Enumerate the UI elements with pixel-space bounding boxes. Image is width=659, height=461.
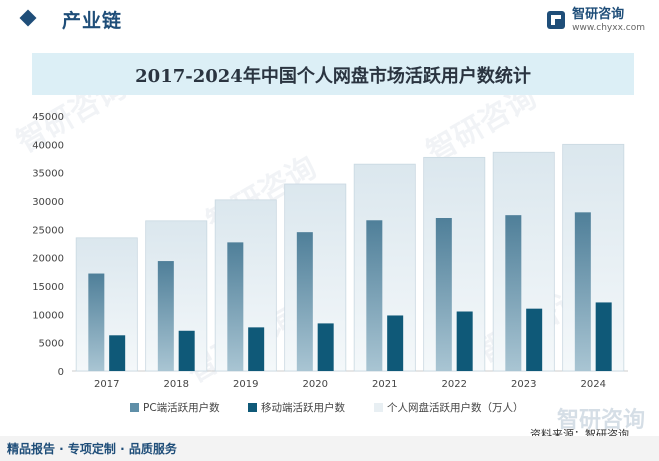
- bar-mobile: [248, 327, 265, 371]
- footer-tagline: 精品报告 · 专项定制 · 品质服务: [7, 442, 177, 456]
- y-tick-label: 30000: [32, 197, 64, 208]
- bar-pc: [157, 261, 174, 371]
- brand-url[interactable]: www.chyxx.com: [572, 23, 645, 33]
- bar-pc: [88, 273, 105, 371]
- section-title: 产业链: [62, 10, 123, 32]
- x-tick-label: 2021: [372, 379, 397, 390]
- brand[interactable]: 智研咨询 www.chyxx.com: [547, 7, 645, 35]
- legend-label: 个人网盘活跃用户数（万人）: [387, 401, 524, 414]
- diamond-icon: [19, 9, 37, 27]
- bar-total: [562, 143, 625, 372]
- x-tick-label: 2019: [233, 379, 258, 390]
- bar-total: [423, 156, 486, 372]
- bar-pc: [435, 218, 452, 371]
- bar-total: [214, 199, 277, 372]
- x-tick-label: 2018: [164, 379, 189, 390]
- brand-logo-icon: [547, 11, 566, 29]
- y-tick-label: 5000: [39, 339, 64, 350]
- y-tick-label: 15000: [32, 282, 64, 293]
- legend-swatch: [130, 403, 139, 412]
- bar-pc: [296, 232, 313, 371]
- y-tick-label: 10000: [32, 310, 64, 321]
- header: 产业链 智研咨询 www.chyxx.com: [0, 0, 659, 44]
- bar-mobile: [526, 308, 543, 371]
- x-tick-label: 2022: [442, 379, 467, 390]
- x-tick-label: 2023: [511, 379, 536, 390]
- y-tick-label: 45000: [32, 112, 64, 123]
- bar-mobile: [595, 302, 612, 371]
- bar-total: [75, 237, 138, 372]
- bar-mobile: [387, 315, 404, 371]
- brand-name: 智研咨询: [572, 7, 625, 22]
- legend-label: PC端活跃用户数: [143, 401, 220, 414]
- bar-total: [353, 163, 416, 372]
- bar-pc: [505, 215, 522, 371]
- bar-pc: [574, 212, 591, 371]
- y-tick-label: 0: [58, 367, 64, 378]
- bar-total: [284, 183, 347, 372]
- footer: 智研咨询 精品报告 · 专项定制 · 品质服务: [0, 408, 659, 461]
- legend-swatch: [374, 403, 383, 412]
- x-tick-label: 2017: [94, 379, 119, 390]
- bar-total: [492, 151, 555, 372]
- bar-mobile: [317, 323, 334, 371]
- legend-label: 移动端活跃用户数: [261, 401, 345, 414]
- bar-pc: [227, 242, 244, 371]
- bar-mobile: [109, 335, 126, 371]
- bar-mobile: [456, 311, 473, 371]
- y-tick-label: 20000: [32, 254, 64, 265]
- chart-title-band: 2017-2024年中国个人网盘市场活跃用户数统计: [32, 53, 634, 95]
- legend-swatch: [248, 403, 257, 412]
- bar-total: [145, 220, 208, 372]
- x-tick-label: 2024: [581, 379, 606, 390]
- bar-pc: [366, 220, 383, 371]
- y-tick-label: 25000: [32, 225, 64, 236]
- y-tick-label: 40000: [32, 140, 64, 151]
- bar-mobile: [178, 330, 195, 371]
- y-tick-label: 35000: [32, 169, 64, 180]
- chart: 0 5000 10000 15000 20000 25000 30000 35000 40000…: [32, 112, 628, 414]
- chart-title: 2017-2024年中国个人网盘市场活跃用户数统计: [135, 66, 531, 87]
- footer-logo: 智研咨询: [556, 408, 645, 433]
- x-tick-label: 2020: [303, 379, 328, 390]
